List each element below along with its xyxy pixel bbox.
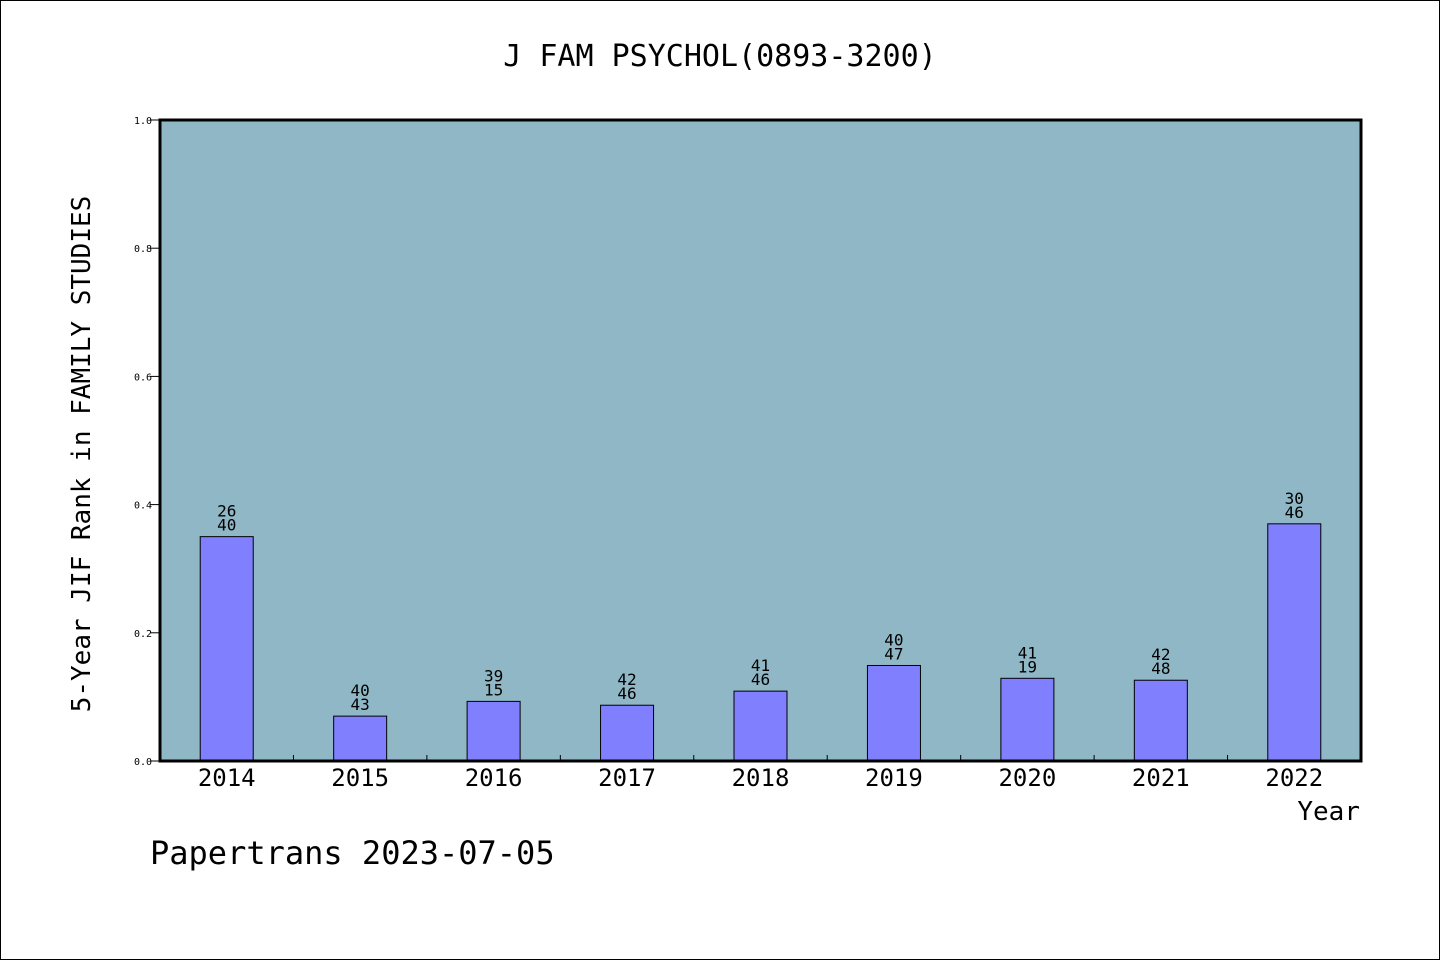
x-axis: 2014 2015 2016 2017 2018 2019 2020 2021 2022 [198,755,1323,792]
x-tick-label: 2018 [732,764,790,792]
bar-2017 [600,704,655,762]
bar-total-label: 15 [484,680,503,699]
bar-rank-label: 42 [1151,645,1170,664]
bar-total-label: 47 [884,644,903,663]
y-tick-label: 1.0 [134,116,152,127]
bar-2016 [466,700,521,762]
x-tick-label: 2016 [465,764,523,792]
bar-total-label: 46 [1285,503,1304,522]
bar-total-label: 46 [751,670,770,689]
y-tick-label: 0.4 [134,501,152,512]
x-axis-label: Year [1297,797,1360,827]
footer-credit: Papertrans 2023-07-05 [150,834,555,872]
bar-rank-label: 40 [351,681,370,700]
chart-title: J FAM PSYCHOL(0893-3200) [503,39,936,74]
plot-border [158,118,1363,763]
bar-rank-label: 41 [751,656,770,675]
x-tick-label: 2019 [865,764,923,792]
bar-total-label: 19 [1018,657,1037,676]
bar-total-label: 43 [351,695,370,714]
x-tick-label: 2017 [598,764,656,792]
bar-2015 [333,715,388,762]
bar-rank-label: 40 [884,630,903,649]
bar-2022 [1267,523,1322,762]
bar-total-label: 40 [217,516,236,535]
bar-rank-label: 30 [1285,489,1304,508]
y-tick-label: 0.8 [134,244,152,255]
bar-2021 [1133,679,1188,762]
bar-series [199,523,1322,762]
x-tick-label: 2021 [1132,764,1190,792]
bar-rank-label: 41 [1018,643,1037,662]
y-tick-label: 0.6 [134,372,152,383]
y-tick-label: 0.2 [134,629,152,640]
x-tick-label: 2014 [198,764,256,792]
bar-2014 [199,536,254,762]
y-tick-label: 0.0 [134,757,152,768]
bar-2018 [733,690,788,762]
bar-rank-label: 42 [617,670,636,689]
x-tick-label: 2015 [331,764,389,792]
x-tick-label: 2022 [1265,764,1323,792]
bar-2020 [1000,677,1055,762]
bar-total-label: 48 [1151,659,1170,678]
plot-area [158,118,1363,763]
y-axis: 0.0 0.2 0.4 0.6 0.8 1.0 [134,116,160,768]
bar-rank-label: 26 [217,502,236,521]
bar-2019 [866,664,921,762]
bar-total-label: 46 [617,684,636,703]
x-tick-label: 2020 [998,764,1056,792]
y-axis-label: 5-Year JIF Rank in FAMILY STUDIES [67,196,97,713]
bar-rank-label: 39 [484,666,503,685]
